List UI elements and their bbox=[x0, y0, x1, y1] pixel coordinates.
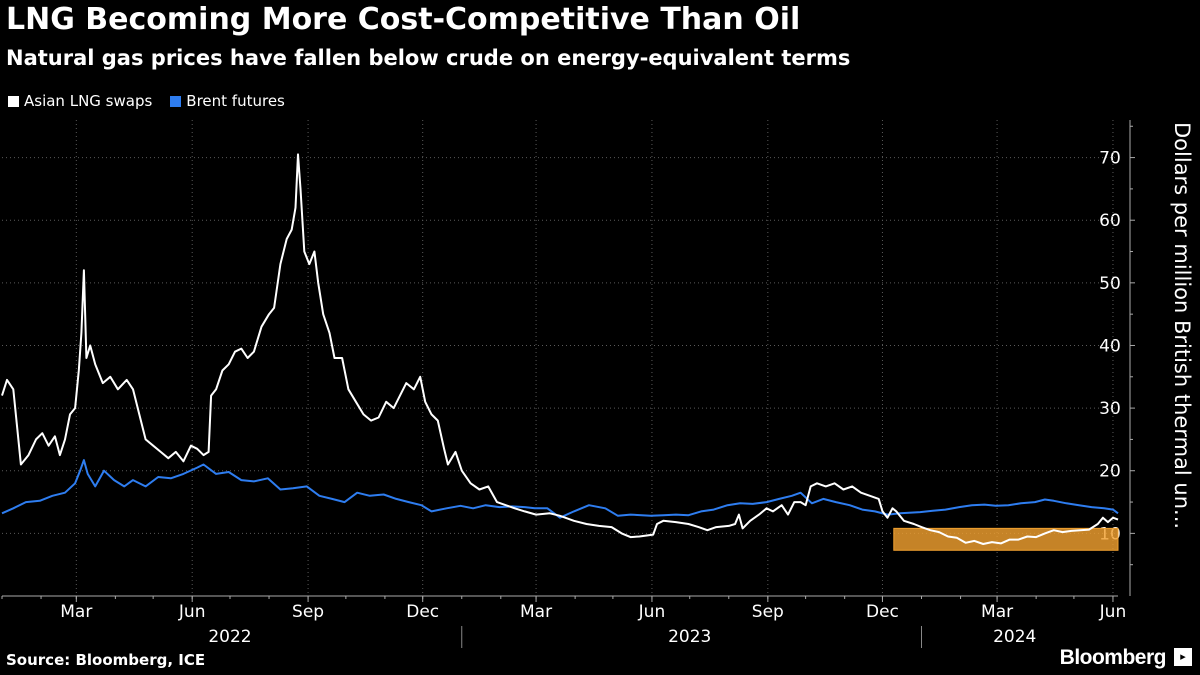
x-tick-label: Mar bbox=[520, 602, 552, 622]
x-year-label: 2023 bbox=[668, 627, 711, 647]
legend: Asian LNG swaps Brent futures bbox=[8, 92, 285, 110]
chart-subtitle: Natural gas prices have fallen below cru… bbox=[6, 46, 851, 70]
legend-item-brent: Brent futures bbox=[170, 92, 285, 110]
x-tick-label: Dec bbox=[866, 602, 899, 622]
y-tick-label: 20 bbox=[1099, 462, 1121, 482]
x-tick-label: Mar bbox=[981, 602, 1013, 622]
y-axis-label: Dollars per million British thermal un..… bbox=[1170, 122, 1194, 529]
legend-swatch-lng bbox=[8, 95, 19, 107]
x-tick-label: Jun bbox=[638, 602, 666, 622]
series-line-brent bbox=[1, 459, 1119, 519]
bloomberg-terminal-icon: ▸ bbox=[1174, 648, 1192, 666]
chart-title: LNG Becoming More Cost-Competitive Than … bbox=[6, 2, 801, 37]
series-line-asian-lng bbox=[1, 153, 1119, 545]
source-note: Source: Bloomberg, ICE bbox=[6, 651, 206, 669]
y-tick-label: 50 bbox=[1099, 274, 1121, 294]
y-tick-label: 70 bbox=[1099, 149, 1121, 169]
legend-item-lng: Asian LNG swaps bbox=[8, 92, 152, 110]
x-tick-label: Mar bbox=[60, 602, 92, 622]
x-tick-label: Dec bbox=[406, 602, 439, 622]
x-tick-label: Sep bbox=[752, 602, 784, 622]
legend-label-lng: Asian LNG swaps bbox=[24, 92, 153, 110]
x-tick-label: Jun bbox=[178, 602, 206, 622]
highlight-box bbox=[893, 527, 1119, 551]
legend-label-brent: Brent futures bbox=[186, 92, 285, 110]
y-tick-label: 60 bbox=[1099, 211, 1121, 231]
legend-swatch-brent bbox=[170, 95, 182, 107]
x-year-label: 2024 bbox=[993, 627, 1036, 647]
x-tick-label: Jun bbox=[1099, 602, 1127, 622]
x-year-label: 2022 bbox=[208, 627, 251, 647]
y-tick-label: 40 bbox=[1099, 336, 1121, 356]
y-tick-label: 30 bbox=[1099, 399, 1121, 419]
x-tick-label: Sep bbox=[292, 602, 324, 622]
bloomberg-logo: Bloomberg bbox=[1059, 646, 1167, 669]
